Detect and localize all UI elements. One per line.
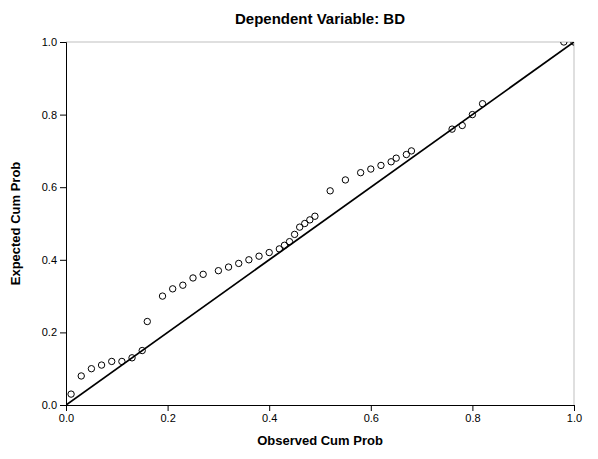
point (246, 257, 252, 263)
y-tick-mark (60, 332, 66, 333)
point (291, 231, 297, 237)
x-tick-mark (371, 405, 372, 411)
point (256, 253, 262, 259)
y-tick-label: 0.4 (42, 254, 57, 266)
x-tick-mark (269, 405, 270, 411)
x-tick: 0.2 (160, 405, 175, 424)
marks (66, 42, 574, 405)
point (139, 347, 145, 353)
point (479, 101, 485, 107)
x-tick-label: 1.0 (567, 412, 582, 424)
point (200, 271, 206, 277)
point (109, 358, 115, 364)
point (561, 42, 567, 45)
point (180, 282, 186, 288)
x-tick-label: 0.8 (465, 412, 480, 424)
x-axis-line (67, 406, 575, 412)
point (68, 391, 74, 397)
x-axis-title: Observed Cum Prob (257, 433, 383, 448)
point (393, 155, 399, 161)
point (78, 373, 84, 379)
y-tick: 0.4 (42, 254, 66, 266)
x-tick-label: 0.6 (364, 412, 379, 424)
y-tick-mark (60, 405, 66, 406)
y-axis: 0.0 0.2 0.4 0.6 0.8 1.0 (42, 36, 67, 411)
point (225, 264, 231, 270)
y-tick: 1.0 (42, 36, 66, 48)
x-tick: 0.0 (59, 405, 74, 424)
y-tick-label: 0.2 (42, 326, 57, 338)
y-tick: 0.0 (42, 399, 66, 411)
title: Dependent Variable: BD (235, 10, 405, 27)
y-tick-mark (60, 42, 66, 43)
x-tick: 0.6 (364, 405, 379, 424)
point (449, 126, 455, 132)
y-tick-label: 1.0 (42, 36, 57, 48)
point (357, 169, 363, 175)
frame-top (66, 42, 574, 43)
point (88, 366, 94, 372)
y-tick: 0.8 (42, 109, 66, 121)
point (98, 362, 104, 368)
point (236, 260, 242, 266)
point (190, 275, 196, 281)
x-tick: 0.4 (262, 405, 277, 424)
x-tick: 1.0 (567, 405, 582, 424)
point (378, 162, 384, 168)
y-tick-mark (60, 115, 66, 116)
y-tick-label: 0.6 (42, 181, 57, 193)
reference-line (66, 42, 574, 405)
point (327, 188, 333, 194)
point (266, 249, 272, 255)
plot: 0.0 0.2 0.4 0.6 0.8 1.0 0.0 0.2 0.4 0.6 0.8 1.0 (42, 36, 582, 424)
x-tick-label: 0.2 (160, 412, 175, 424)
x-tick: 0.8 (465, 405, 480, 424)
point (312, 213, 318, 219)
y-axis-title: Expected Cum Prob (8, 162, 23, 286)
frame-right (574, 42, 575, 405)
point (144, 318, 150, 324)
x-tick-mark (574, 405, 575, 411)
point (129, 355, 135, 361)
point (215, 267, 221, 273)
x-tick-mark (472, 405, 473, 411)
x-tick-label: 0.4 (262, 412, 277, 424)
point (169, 286, 175, 292)
chart: 0.0 0.2 0.4 0.6 0.8 1.0 0.0 0.2 0.4 0.6 0.8 1.0 Depe… (0, 0, 598, 459)
y-axis-line (60, 43, 67, 406)
y-tick: 0.6 (42, 181, 66, 193)
x-tick-mark (168, 405, 169, 411)
y-tick-mark (60, 187, 66, 188)
point (571, 42, 574, 45)
point (119, 358, 125, 364)
y-tick-mark (60, 260, 66, 261)
x-tick-label: 0.0 (59, 412, 74, 424)
point (408, 148, 414, 154)
x-axis: 0.0 0.2 0.4 0.6 0.8 1.0 (59, 405, 582, 424)
y-tick-label: 0.0 (42, 399, 57, 411)
point (159, 293, 165, 299)
point (286, 238, 292, 244)
point (342, 177, 348, 183)
point (459, 122, 465, 128)
y-tick-label: 0.8 (42, 109, 57, 121)
point (469, 111, 475, 117)
point (368, 166, 374, 172)
y-tick: 0.2 (42, 326, 66, 338)
